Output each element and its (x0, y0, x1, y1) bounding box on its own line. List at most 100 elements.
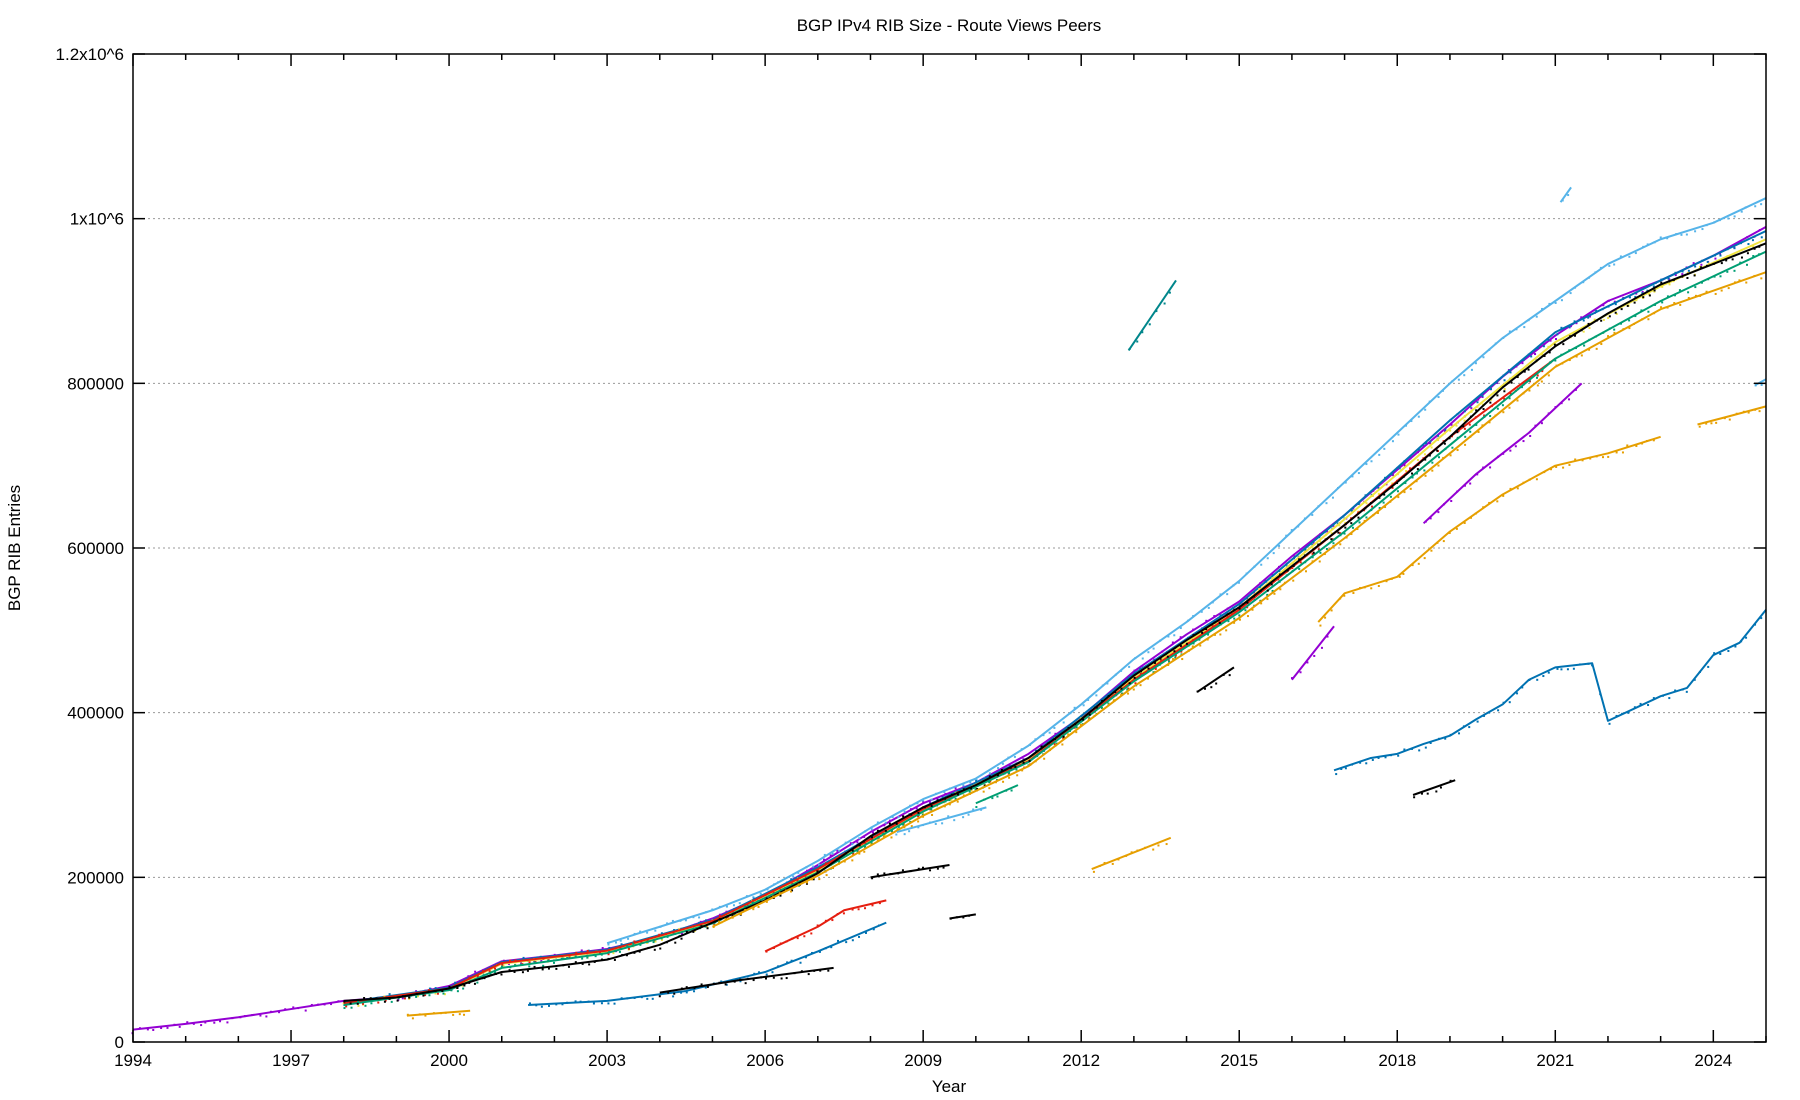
data-point (997, 767, 1000, 770)
data-point (1594, 335, 1597, 338)
data-point (1613, 328, 1616, 331)
data-point (1034, 760, 1037, 763)
data-point (424, 1014, 427, 1017)
data-point (1653, 289, 1656, 292)
data-point (452, 1013, 455, 1016)
data-point (1713, 652, 1716, 655)
data-point (1311, 556, 1314, 559)
data-point (1323, 531, 1326, 534)
data-point (1325, 502, 1328, 505)
x-tick-label: 1994 (114, 1051, 152, 1070)
data-point (1339, 597, 1342, 600)
data-point (1627, 711, 1630, 714)
data-point (421, 993, 424, 996)
data-point (474, 970, 477, 973)
data-point (1205, 628, 1208, 631)
data-point (1476, 473, 1479, 476)
data-point (1053, 743, 1056, 746)
data-point (908, 814, 911, 817)
data-point (528, 965, 531, 968)
data-point (1456, 449, 1459, 452)
data-point (1258, 588, 1261, 591)
data-point (953, 819, 956, 822)
data-point (507, 962, 510, 965)
data-point (200, 1024, 203, 1027)
data-point (1494, 342, 1497, 345)
data-point (733, 908, 736, 911)
data-point (607, 957, 610, 960)
data-point (700, 983, 703, 986)
data-point (614, 950, 617, 953)
data-point (1278, 580, 1281, 583)
data-point (1503, 379, 1506, 382)
data-point (713, 920, 716, 923)
data-point (146, 1028, 149, 1031)
data-point (1541, 368, 1544, 371)
data-point (1496, 500, 1499, 503)
data-point (1237, 581, 1240, 584)
data-point (1285, 534, 1288, 537)
data-point (1547, 374, 1550, 377)
data-point (1497, 709, 1500, 712)
data-point (1463, 374, 1466, 377)
data-point (1160, 659, 1163, 662)
data-point (895, 833, 898, 836)
data-point (1126, 688, 1129, 691)
data-point (1339, 543, 1342, 546)
data-point (1660, 281, 1663, 284)
data-point (1370, 509, 1373, 512)
data-point (370, 1002, 373, 1005)
data-point (1279, 573, 1282, 576)
data-point (1686, 276, 1689, 279)
data-point (1758, 229, 1761, 232)
data-point (613, 958, 616, 961)
data-point (1207, 606, 1210, 609)
data-point (567, 965, 570, 968)
data-point (1192, 642, 1195, 645)
data-point (1227, 612, 1230, 615)
data-point (1442, 456, 1445, 459)
data-point (1179, 636, 1182, 639)
data-point (1488, 711, 1491, 714)
data-point (626, 997, 629, 1000)
data-point (1344, 767, 1347, 770)
data-point (292, 1006, 295, 1009)
series-peer-black-2009 (949, 913, 976, 920)
data-point (882, 835, 885, 838)
data-point (765, 900, 768, 903)
data-point (1698, 670, 1701, 673)
data-point (1685, 690, 1688, 693)
data-point (1140, 665, 1143, 668)
data-point (988, 775, 991, 778)
data-point (1009, 766, 1012, 769)
data-point (1674, 271, 1677, 274)
data-point (1185, 642, 1188, 645)
data-point (1040, 745, 1043, 748)
data-point (1000, 768, 1003, 771)
data-point (1470, 516, 1473, 519)
data-point (1192, 628, 1195, 631)
data-point (858, 935, 861, 938)
data-point (1687, 269, 1690, 272)
data-point (1226, 593, 1229, 596)
data-point (1463, 427, 1466, 430)
data-point (941, 822, 944, 825)
data-point (1562, 338, 1565, 341)
data-point (870, 828, 873, 831)
data-point (620, 997, 623, 1000)
data-point (633, 932, 636, 935)
data-point (1319, 624, 1322, 627)
data-point (685, 991, 688, 994)
data-point (936, 867, 939, 870)
data-point (1139, 684, 1142, 687)
data-point (1448, 437, 1451, 440)
data-point (1344, 481, 1347, 484)
data-point (1739, 242, 1742, 245)
data-point (1397, 754, 1400, 757)
data-point (1396, 479, 1399, 482)
data-point (1542, 675, 1545, 678)
data-point (436, 992, 439, 995)
data-point (864, 830, 867, 833)
data-point (1363, 586, 1366, 589)
data-point (1744, 206, 1747, 209)
